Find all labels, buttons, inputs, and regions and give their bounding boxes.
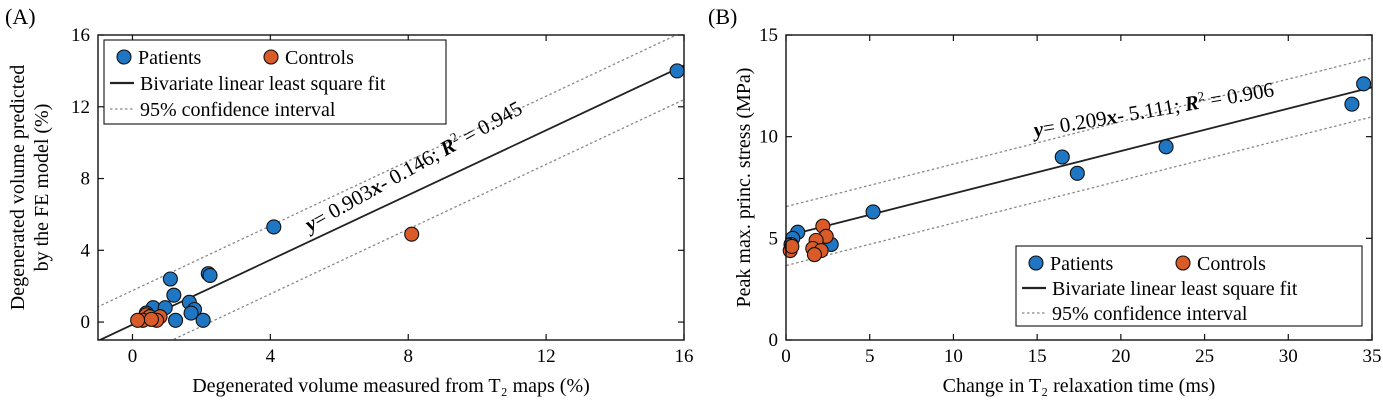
- legend: Patients Controls Bivariate linear least s…: [103, 39, 447, 125]
- legend-patients: Patients: [138, 47, 202, 69]
- legend-controls: Controls: [1197, 253, 1266, 275]
- legend-controls: Controls: [285, 47, 354, 69]
- y-axis-label: Peak max. princ. stress (MPa): [733, 68, 755, 308]
- control-point: [143, 311, 159, 327]
- panel-label: (B): [708, 4, 737, 29]
- patient-point: [1054, 149, 1070, 165]
- legend-patients: Patients: [1050, 253, 1114, 275]
- x-axis-label: Degenerated volume measured from T₂ maps…: [192, 375, 590, 397]
- y-axis-label: by the FE model (%): [31, 104, 53, 272]
- legend-patient-marker: [116, 49, 132, 65]
- y-tick-label: 12: [71, 97, 90, 118]
- y-tick-label: 8: [81, 169, 91, 190]
- x-tick-label: 15: [1028, 346, 1047, 367]
- ci-upper-line: [786, 57, 1372, 208]
- eq-body: = 0.209: [1041, 106, 1108, 140]
- x-tick-label: 0: [781, 346, 791, 367]
- ci-lower-line: [786, 116, 1372, 267]
- y-tick-label: 0: [769, 330, 779, 351]
- eq-body: - 5.111;: [1115, 92, 1187, 127]
- patient-point: [202, 267, 218, 283]
- x-tick-label: 35: [1363, 346, 1382, 367]
- y-tick-label: 16: [71, 25, 90, 46]
- data-points: [130, 63, 685, 328]
- panel-b: (B) 0 5 10 15 20 25 30 35 0 5 10 15 Change in T₂ rela…: [708, 4, 1382, 397]
- fit-line: [786, 86, 1372, 238]
- patient-point: [1344, 96, 1360, 112]
- patient-point: [166, 287, 182, 303]
- y-axis-label: Degenerated volume predicted: [7, 65, 29, 310]
- plot-frame: [97, 34, 685, 341]
- patient-point: [168, 312, 184, 328]
- x-tick-label: 0: [128, 346, 138, 367]
- data-points: [782, 76, 1372, 263]
- panel-label: (A): [5, 4, 36, 29]
- x-tick-label: 5: [865, 346, 875, 367]
- eq-r2-value: = 0.945: [454, 96, 526, 151]
- eq-body: - 0.146;: [374, 140, 447, 195]
- legend-control-marker: [1175, 255, 1191, 271]
- legend-ci: 95% confidence interval: [1052, 303, 1248, 325]
- legend-fit: Bivariate linear least square fit: [140, 73, 386, 95]
- legend-fit: Bivariate linear least square fit: [1052, 278, 1298, 300]
- regression-equation: y= 0.209x- 5.111; R2 = 0.906: [1029, 76, 1276, 142]
- patient-point: [195, 312, 211, 328]
- x-tick-label: 25: [1195, 346, 1214, 367]
- patient-point: [1158, 139, 1174, 155]
- x-tick-label: 20: [1111, 346, 1130, 367]
- x-tick-label: 8: [403, 346, 413, 367]
- y-tick-label: 4: [81, 240, 91, 261]
- y-tick-label: 10: [759, 127, 778, 148]
- control-point: [130, 312, 146, 328]
- control-point: [404, 226, 420, 242]
- legend-ci: 95% confidence interval: [140, 99, 336, 121]
- patient-point: [162, 271, 178, 287]
- ci-upper-line: [98, 35, 678, 308]
- control-point: [784, 238, 800, 255]
- control-point: [806, 247, 823, 263]
- legend-control-marker: [263, 49, 279, 65]
- eq-x: x: [1103, 104, 1118, 130]
- x-tick-label: 30: [1279, 346, 1298, 367]
- eq-r2-value: = 0.906: [1203, 77, 1276, 112]
- patient-point: [266, 219, 282, 235]
- patient-point: [183, 305, 199, 321]
- x-tick-label: 10: [944, 346, 963, 367]
- y-tick-label: 0: [81, 312, 91, 333]
- x-tick-label: 16: [675, 346, 694, 367]
- legend-patient-marker: [1028, 255, 1044, 271]
- fit-lines: [786, 57, 1372, 267]
- patient-point: [1069, 165, 1085, 181]
- plot-frame: [785, 34, 1373, 341]
- ci-lower-line: [170, 98, 684, 340]
- eq-sup: 2: [1196, 88, 1205, 104]
- patient-point: [669, 63, 685, 79]
- x-tick-label: 4: [266, 346, 276, 367]
- y-tick-label: 15: [759, 25, 778, 46]
- y-tick-label: 5: [769, 228, 779, 249]
- x-tick-label: 12: [537, 346, 556, 367]
- patient-point: [865, 204, 881, 220]
- x-axis-label: Change in T₂ relaxation time (ms): [943, 375, 1216, 397]
- eq-body: = 0.903: [309, 179, 377, 231]
- panel-a: (A) 0 4 8 12 16 0 4 8 12 16 Degenerated volume meas…: [5, 4, 694, 397]
- eq-r: R: [1182, 90, 1201, 116]
- patient-point: [1356, 76, 1372, 92]
- legend: Patients Controls Bivariate linear least s…: [1015, 245, 1363, 327]
